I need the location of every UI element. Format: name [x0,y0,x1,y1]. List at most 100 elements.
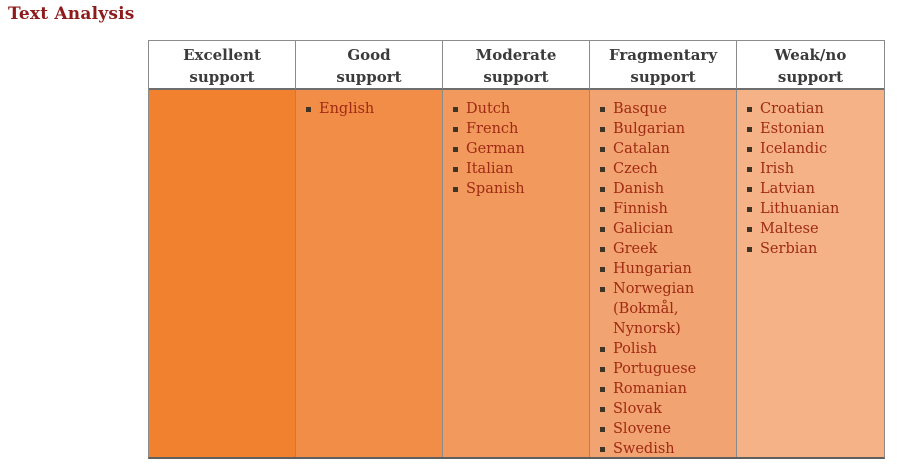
language-list-item: Basque [590,99,736,119]
language-label: Italian [466,161,514,177]
language-list-item: Hungarian [590,259,736,279]
square-bullet-icon [747,127,752,132]
square-bullet-icon [306,107,311,112]
language-list-item: Maltese [737,219,884,239]
language-label: Slovene [613,421,671,437]
language-list-item: Swedish [590,439,736,457]
square-bullet-icon [600,287,605,292]
square-bullet-icon [600,447,605,452]
square-bullet-icon [600,107,605,112]
language-list-item: Danish [590,179,736,199]
language-list-item: Portuguese [590,359,736,379]
language-label: Catalan [613,141,670,157]
column-header-line: Excellent [183,46,261,64]
language-label: Greek [613,241,658,257]
column-header-weak-no: Weak/no support [737,41,884,90]
language-label: Maltese [760,221,819,237]
language-label: German [466,141,525,157]
language-list-item: German [443,139,589,159]
language-label: English [319,101,375,117]
language-list-item: Croatian [737,99,884,119]
language-list-item: Romanian [590,379,736,399]
column-header-line: support [336,68,402,86]
column-cell-good: English [296,90,443,457]
language-label: Irish [760,161,795,177]
column-cell-excellent [149,90,296,457]
square-bullet-icon [747,227,752,232]
square-bullet-icon [453,127,458,132]
column-header-line: Moderate [475,46,557,64]
language-list-item: Finnish [590,199,736,219]
language-label: Slovak [613,401,662,417]
language-list-item: Galician [590,219,736,239]
language-list-item: Irish [737,159,884,179]
square-bullet-icon [600,347,605,352]
language-label: Croatian [760,101,824,117]
square-bullet-icon [600,207,605,212]
language-list-item: Czech [590,159,736,179]
square-bullet-icon [600,187,605,192]
square-bullet-icon [600,147,605,152]
page-title: Text Analysis [8,4,135,24]
square-bullet-icon [453,187,458,192]
column-header-line: Fragmentary [608,46,718,64]
language-list-item: Norwegian (Bokmål, Nynorsk) [590,279,736,339]
language-list-item: Bulgarian [590,119,736,139]
square-bullet-icon [747,167,752,172]
language-list-item: French [443,119,589,139]
language-label: Swedish [613,441,675,457]
column-header-line: Weak/no [774,46,847,64]
language-label: Lithuanian [760,201,840,217]
square-bullet-icon [453,167,458,172]
square-bullet-icon [600,227,605,232]
language-label: Estonian [760,121,825,137]
square-bullet-icon [600,167,605,172]
language-list-item: Lithuanian [737,199,884,219]
language-label: Icelandic [760,141,828,157]
square-bullet-icon [600,387,605,392]
column-header-line: support [777,68,844,86]
column-header-moderate: Moderate support [443,41,590,90]
square-bullet-icon [747,207,752,212]
square-bullet-icon [600,427,605,432]
column-header-line: support [630,68,696,86]
language-label: French [466,121,519,137]
square-bullet-icon [600,407,605,412]
column-header-line: support [189,68,255,86]
language-label: Bulgarian [613,121,686,137]
language-label: Czech [613,161,658,177]
column-header-line: support [483,68,549,86]
column-header-excellent: Excellent support [149,41,296,90]
language-list-item: Spanish [443,179,589,199]
language-list-item: Latvian [737,179,884,199]
language-label: Galician [613,221,674,237]
language-label: Finnish [613,201,668,217]
language-label: Romanian [613,381,688,397]
language-support-table: Excellent support Good support Moderate suppo… [148,40,885,459]
language-label: Hungarian [613,261,692,277]
column-cell-fragmentary: Basque Bulgarian Catalan Czech Danish Finnish… [590,90,737,457]
language-list-item: Serbian [737,239,884,259]
language-label: Serbian [760,241,818,257]
square-bullet-icon [453,107,458,112]
language-list-item: English [296,99,442,119]
language-list-item: Slovene [590,419,736,439]
column-header-good: Good support [296,41,443,90]
column-header-fragmentary: Fragmentary support [590,41,737,90]
language-label: Basque [613,101,667,117]
language-label: Spanish [466,181,525,197]
language-list-item: Dutch [443,99,589,119]
language-label: Portuguese [613,361,697,377]
language-list-item: Greek [590,239,736,259]
column-cell-moderate: Dutch French German Italian Spanish [443,90,590,457]
language-label: Dutch [466,101,511,117]
square-bullet-icon [747,147,752,152]
square-bullet-icon [453,147,458,152]
language-label: Polish [613,341,657,357]
language-list-item: Catalan [590,139,736,159]
language-label: Norwegian (Bokmål, Nynorsk) [613,281,695,337]
square-bullet-icon [600,367,605,372]
square-bullet-icon [600,127,605,132]
language-list-item: Estonian [737,119,884,139]
